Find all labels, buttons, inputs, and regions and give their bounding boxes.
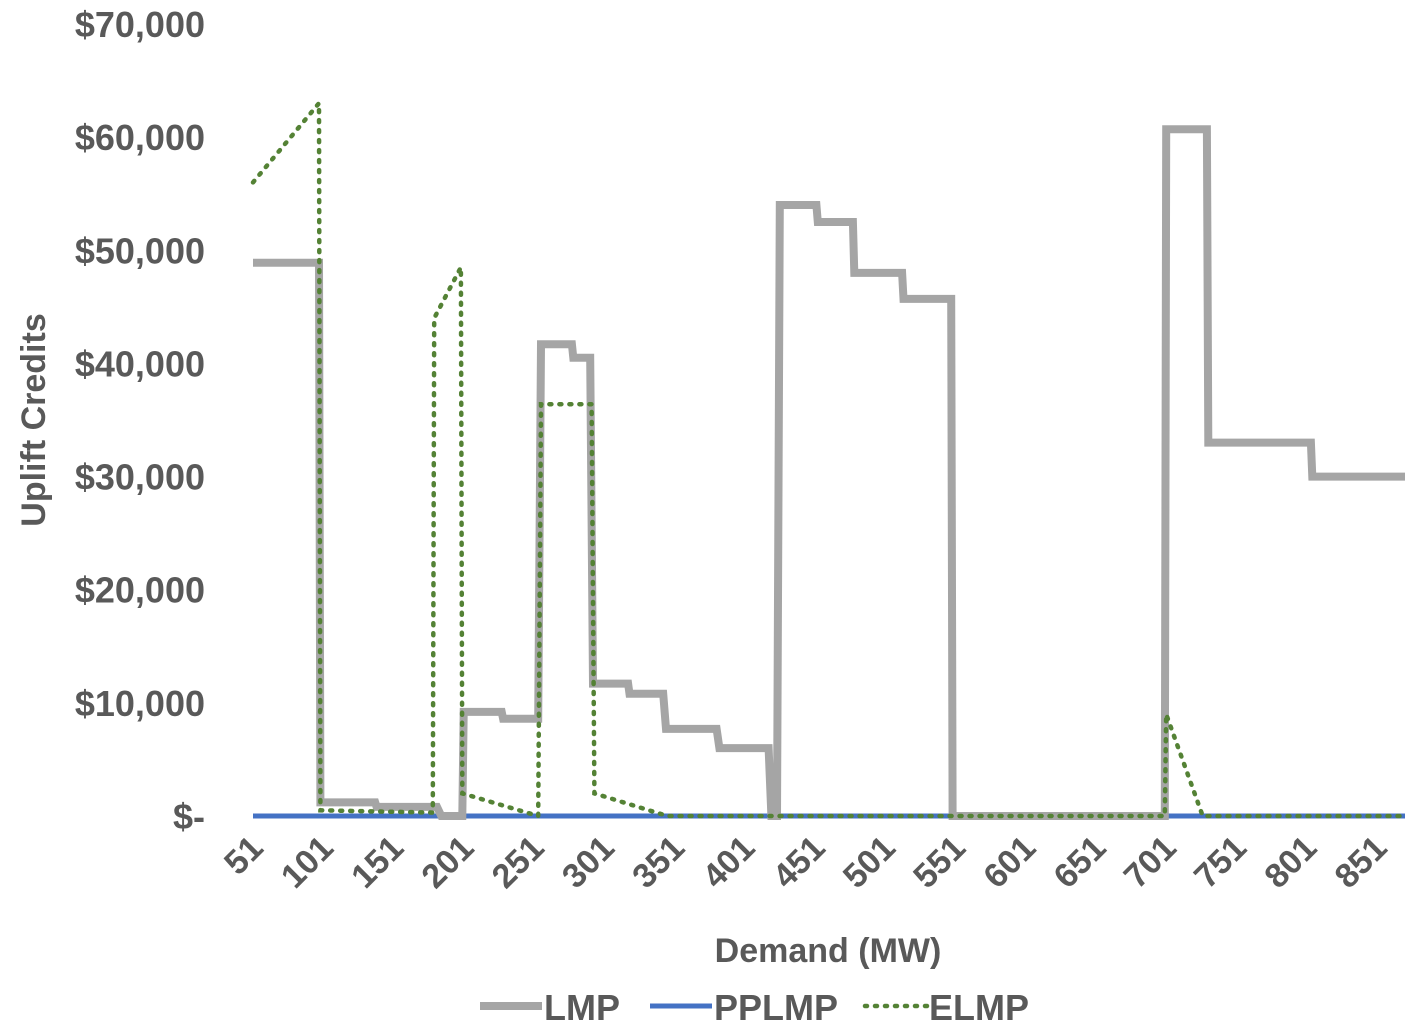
x-tick-label: 451 <box>766 829 833 896</box>
y-axis-ticks: $- $10,000 $20,000 $30,000 $40,000 $50,000 $60… <box>75 4 205 837</box>
x-tick-label: 301 <box>555 829 622 896</box>
series-layer <box>250 97 1408 820</box>
y-tick-label: $50,000 <box>75 230 205 271</box>
legend-label-pplmp: PPLMP <box>714 987 838 1027</box>
y-tick-label: $- <box>173 796 205 837</box>
x-axis-ticks: 51 101 151 201 251 301 351 401 451 501 551 601 651 70… <box>217 829 1395 896</box>
series-lmp-line <box>253 125 1405 820</box>
x-axis-title: Demand (MW) <box>715 932 942 970</box>
x-tick-label: 401 <box>695 829 762 896</box>
x-tick-label: 151 <box>344 829 411 896</box>
x-tick-label: 801 <box>1257 829 1324 896</box>
legend-label-elmp: ELMP <box>929 987 1029 1027</box>
x-tick-label: 851 <box>1328 829 1395 896</box>
legend-label-lmp: LMP <box>544 987 620 1027</box>
y-tick-label: $60,000 <box>75 117 205 158</box>
y-tick-label: $30,000 <box>75 457 205 498</box>
y-tick-label: $20,000 <box>75 570 205 611</box>
legend: LMP PPLMP ELMP <box>480 987 1029 1027</box>
x-tick-label: 651 <box>1047 829 1114 896</box>
y-tick-label: $10,000 <box>75 683 205 724</box>
x-tick-label: 251 <box>485 829 552 896</box>
x-tick-label: 751 <box>1187 829 1254 896</box>
x-tick-label: 551 <box>906 829 973 896</box>
y-axis-title: Uplift Credits <box>15 313 53 526</box>
x-tick-label: 51 <box>217 829 271 883</box>
x-tick-label: 501 <box>836 829 903 896</box>
series-elmp-line <box>250 97 1408 820</box>
x-tick-label: 351 <box>625 829 692 896</box>
y-tick-label: $70,000 <box>75 4 205 45</box>
x-tick-label: 101 <box>274 829 341 896</box>
y-tick-label: $40,000 <box>75 343 205 384</box>
x-tick-label: 601 <box>976 829 1043 896</box>
x-tick-label: 701 <box>1117 829 1184 896</box>
x-tick-label: 201 <box>414 829 481 896</box>
